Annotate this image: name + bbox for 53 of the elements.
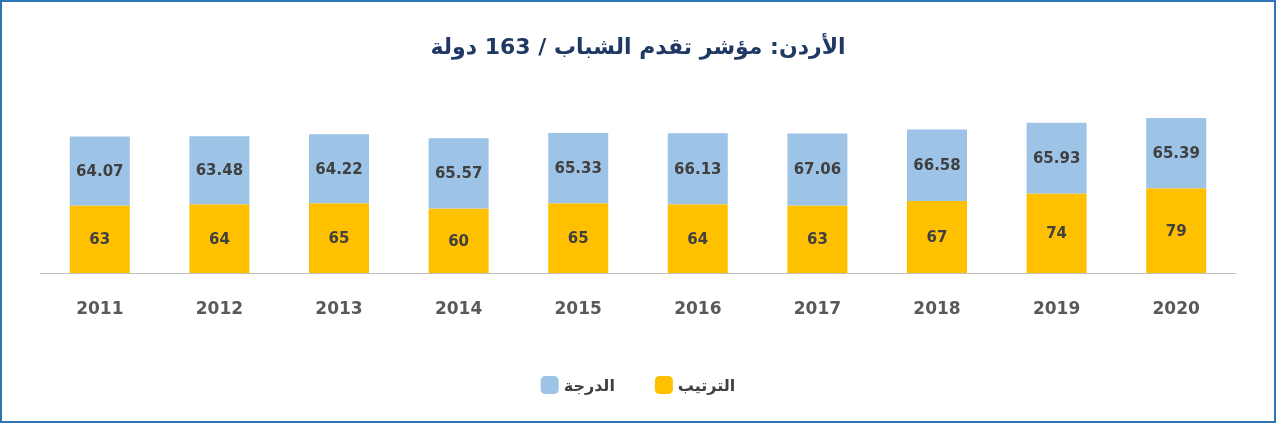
x-tick-label: 2016: [674, 297, 722, 318]
bar: [667, 204, 728, 273]
bar: [1026, 193, 1087, 273]
bar: [1146, 188, 1207, 273]
data-label: 66.13: [674, 159, 722, 178]
data-label: 65.93: [1032, 149, 1081, 168]
bar: [189, 204, 250, 273]
data-label: 65: [567, 229, 589, 248]
data-label: 63: [806, 230, 828, 249]
chart-title: الأردن: مؤشر تقدم الشباب / 163 دولة: [430, 31, 846, 60]
bar: [1146, 118, 1207, 189]
bar: [309, 134, 369, 204]
x-tick-label: 2017: [793, 297, 842, 318]
data-label: 63.48: [195, 161, 244, 180]
bar: [189, 136, 250, 205]
bar: [787, 205, 848, 273]
x-tick-label: 2015: [554, 297, 602, 318]
x-tick-label: 2011: [76, 297, 124, 318]
data-label: 64.07: [76, 162, 124, 180]
bar: [787, 133, 848, 206]
data-label: 74: [1046, 224, 1068, 243]
data-label: 60: [448, 231, 470, 250]
data-label: 63: [89, 230, 111, 249]
bar: [548, 133, 609, 204]
legend-label: الدرجة: [563, 375, 615, 395]
legend-label: الترتيب: [677, 375, 736, 395]
data-label: 67.06: [793, 160, 842, 179]
bar: [69, 205, 130, 273]
bar: [309, 203, 369, 273]
x-tick-label: 2020: [1152, 297, 1201, 318]
x-tick-label: 2018: [913, 297, 961, 318]
bar: [428, 138, 489, 209]
x-tick-label: 2019: [1032, 297, 1081, 318]
data-label: 66.58: [913, 156, 961, 175]
bar: [428, 208, 489, 273]
x-tick-label: 2014: [434, 297, 483, 318]
bar: [907, 201, 967, 273]
data-label: 64.22: [315, 159, 363, 178]
data-label: 64: [687, 229, 709, 248]
data-label: 65.57: [434, 164, 483, 183]
data-label: 64: [208, 229, 230, 248]
x-tick-label: 2013: [315, 297, 363, 318]
data-label: 79: [1165, 221, 1187, 240]
x-tick-label: 2012: [195, 297, 244, 318]
bar: [548, 203, 609, 273]
bar: [667, 133, 728, 205]
data-label: 65: [328, 229, 350, 248]
bar: [907, 129, 967, 202]
bar: [69, 136, 130, 206]
bar: [1026, 122, 1087, 194]
data-label: 65.39: [1152, 144, 1200, 163]
data-label: 67: [926, 228, 948, 247]
data-label: 65.33: [554, 159, 602, 178]
